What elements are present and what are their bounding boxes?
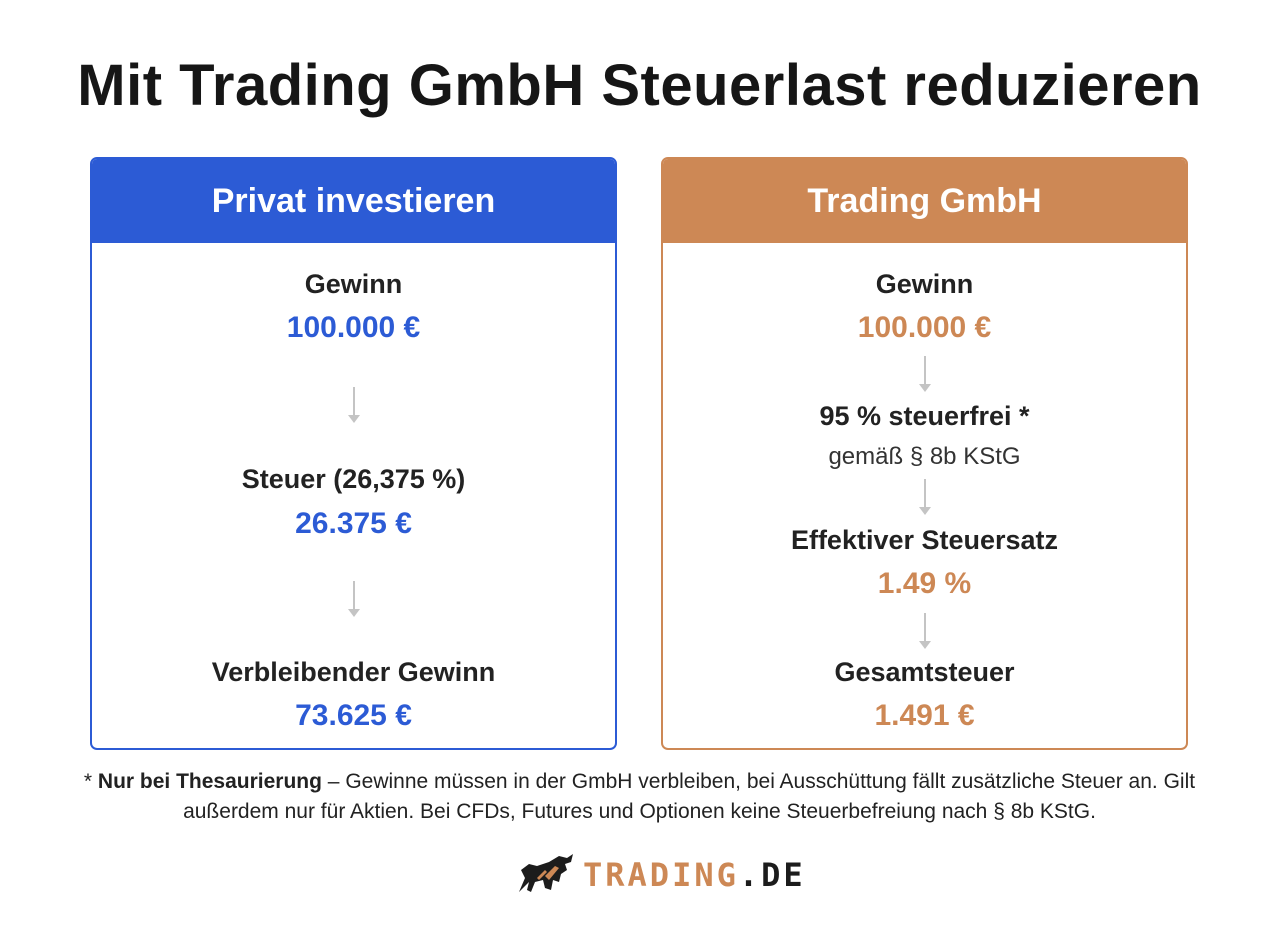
- gmbh-effective-rate-label: Effektiver Steuersatz: [790, 525, 1059, 555]
- gmbh-taxfree-label: 95 % steuerfrei *: [819, 401, 1030, 431]
- private-remaining-value: 73.625 €: [295, 699, 412, 732]
- footnote-prefix: *: [83, 770, 98, 793]
- footnote-bold: Nur bei Thesaurierung: [97, 770, 322, 793]
- bull-icon: [519, 854, 573, 892]
- gmbh-total-tax-label: Gesamtsteuer: [834, 657, 1015, 687]
- footnote: * Nur bei Thesaurierung – Gewinne müssen…: [40, 767, 1239, 827]
- gmbh-card-header: Trading GmbH: [663, 159, 1186, 243]
- footnote-text: – Gewinne müssen in der GmbH verbleiben,…: [183, 770, 1196, 823]
- private-remaining-label: Verbleibender Gewinn: [211, 657, 496, 687]
- arrow-down-icon: [918, 613, 932, 649]
- gmbh-total-tax-value: 1.491 €: [874, 699, 975, 732]
- gmbh-profit-value: 100.000 €: [857, 311, 992, 344]
- arrow-down-icon: [347, 387, 361, 423]
- gmbh-effective-rate-value: 1.49 %: [877, 567, 972, 600]
- private-card: Privat investieren Gewinn 100.000 € Steu…: [90, 157, 617, 750]
- gmbh-taxfree-sub: gemäß § 8b KStG: [828, 443, 1021, 470]
- arrow-down-icon: [918, 356, 932, 392]
- trading-de-logo[interactable]: TRADING.DE: [515, 851, 806, 899]
- private-card-header: Privat investieren: [92, 159, 615, 243]
- private-profit-value: 100.000 €: [286, 311, 421, 344]
- logo-text-trading: TRADING: [583, 856, 739, 894]
- private-profit-label: Gewinn: [304, 269, 403, 299]
- page-title: Mit Trading GmbH Steuerlast reduzieren: [77, 53, 1202, 118]
- private-tax-value: 26.375 €: [295, 507, 412, 540]
- arrow-down-icon: [918, 479, 932, 515]
- logo-text-de: .DE: [738, 856, 806, 894]
- gmbh-profit-label: Gewinn: [875, 269, 974, 299]
- gmbh-card: Trading GmbH Gewinn 100.000 € 95 % steue…: [661, 157, 1188, 750]
- arrow-down-icon: [347, 581, 361, 617]
- logo-text: TRADING.DE: [583, 856, 806, 894]
- private-tax-label: Steuer (26,375 %): [241, 464, 466, 494]
